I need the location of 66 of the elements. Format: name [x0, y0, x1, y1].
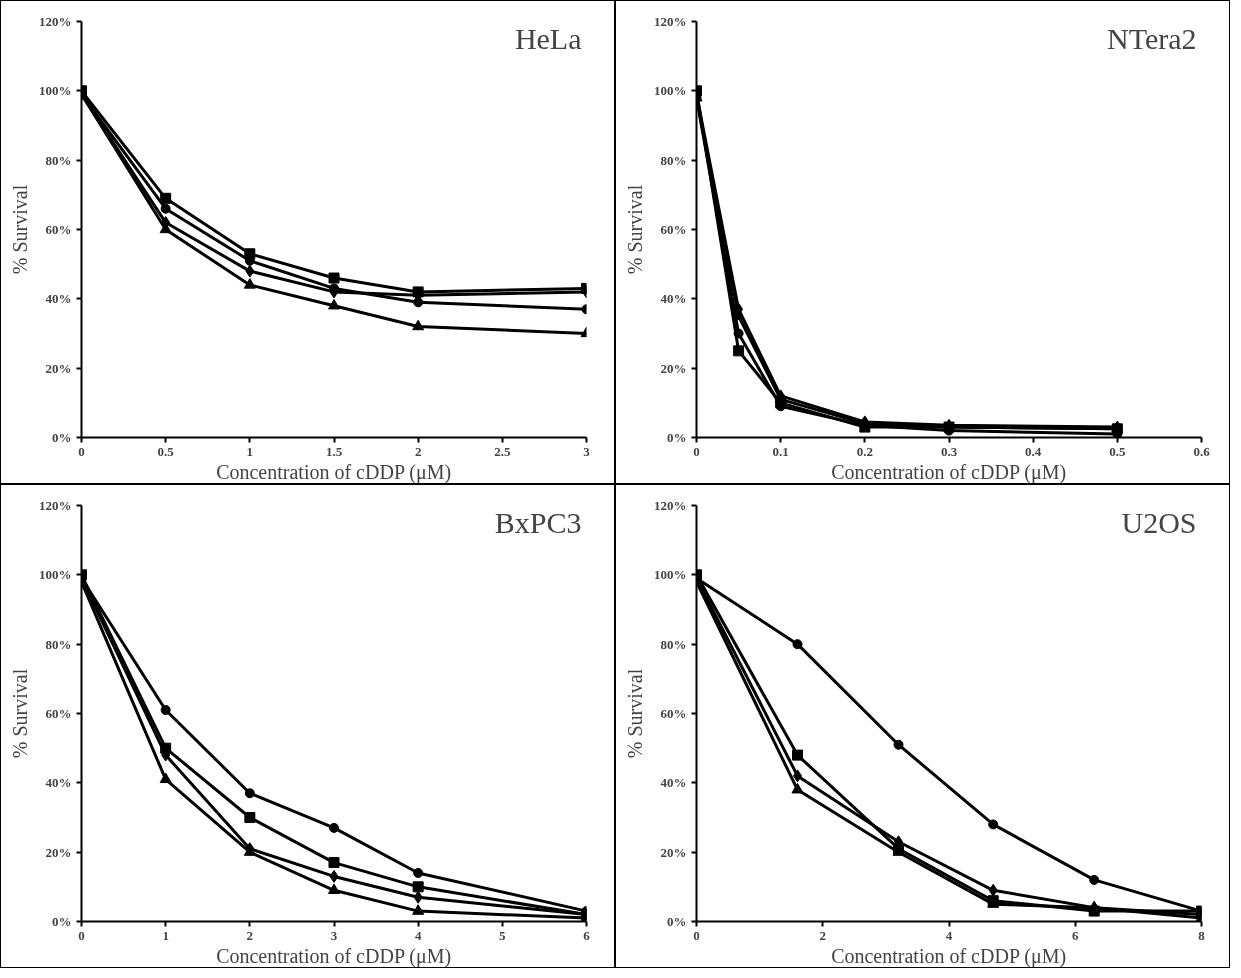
- x-tick-label: 0: [693, 927, 700, 943]
- x-tick-label: 6: [1072, 927, 1079, 943]
- y-tick-label: 100%: [39, 83, 72, 99]
- y-tick-label: 40%: [45, 775, 72, 791]
- y-tick-label: 60%: [45, 222, 72, 237]
- y-tick-label: 100%: [39, 567, 72, 583]
- y-tick-label: 100%: [654, 83, 687, 99]
- y-tick-label: 120%: [39, 14, 72, 29]
- y-tick-label: 40%: [45, 291, 72, 307]
- x-tick-label: 4: [945, 927, 953, 943]
- x-tick-label: 6: [583, 927, 591, 943]
- y-tick-label: 0%: [52, 914, 72, 929]
- y-tick-label: 0%: [667, 914, 687, 929]
- x-axis-title: Concentration of cDDP (μM): [831, 460, 1067, 484]
- y-tick-label: 0%: [52, 430, 72, 445]
- y-tick-label: 20%: [660, 844, 687, 860]
- y-tick-label: 20%: [45, 844, 72, 860]
- x-tick-label: 0.4: [1025, 443, 1042, 459]
- x-tick-label: 2: [414, 443, 422, 459]
- y-axis-title: % Survival: [9, 184, 31, 275]
- y-tick-label: 120%: [39, 498, 72, 513]
- x-tick-label: 1: [246, 443, 254, 459]
- y-tick-label: 20%: [45, 360, 72, 376]
- chart-title: NTera2: [1106, 21, 1197, 55]
- x-tick-label: 1.5: [325, 443, 343, 459]
- y-tick-label: 60%: [660, 706, 687, 721]
- x-tick-label: 0.5: [157, 443, 175, 459]
- x-axis-title: Concentration of cDDP (μM): [216, 944, 452, 968]
- y-tick-label: 80%: [45, 636, 72, 652]
- y-tick-label: 40%: [660, 291, 687, 307]
- x-tick-label: 0.3: [940, 443, 958, 459]
- y-tick-label: 80%: [660, 152, 687, 168]
- chart-title: BxPC3: [494, 505, 582, 539]
- y-axis-title: % Survival: [624, 668, 646, 759]
- x-tick-label: 0.1: [772, 443, 789, 459]
- x-tick-label: 3: [330, 927, 338, 943]
- y-tick-label: 80%: [45, 152, 72, 168]
- y-tick-label: 60%: [660, 222, 687, 237]
- y-tick-label: 0%: [667, 430, 687, 445]
- chart-title: U2OS: [1121, 505, 1197, 539]
- y-tick-label: 120%: [654, 498, 687, 513]
- x-tick-label: 0.6: [1193, 443, 1211, 459]
- y-axis-title: % Survival: [624, 184, 646, 275]
- y-axis-title: % Survival: [9, 668, 31, 759]
- x-tick-label: 2.5: [494, 443, 511, 459]
- x-tick-label: 0: [78, 927, 85, 943]
- y-tick-label: 40%: [660, 775, 687, 791]
- y-tick-label: 80%: [660, 636, 687, 652]
- x-tick-label: 2: [819, 927, 826, 943]
- chart-title: HeLa: [514, 21, 582, 55]
- x-tick-label: 4: [414, 927, 422, 943]
- x-tick-label: 0.5: [1109, 443, 1126, 459]
- x-axis-title: Concentration of cDDP (μM): [216, 460, 452, 484]
- x-tick-label: 3: [583, 443, 591, 459]
- x-tick-label: 5: [499, 927, 507, 943]
- y-tick-label: 20%: [660, 360, 687, 376]
- y-tick-label: 100%: [654, 567, 687, 583]
- x-tick-label: 2: [246, 927, 254, 943]
- x-tick-label: 1: [162, 927, 169, 943]
- y-tick-label: 60%: [45, 706, 72, 721]
- y-tick-label: 120%: [654, 14, 687, 29]
- x-tick-label: 0.2: [856, 443, 873, 459]
- x-tick-label: 0: [693, 443, 700, 459]
- x-tick-label: 8: [1198, 927, 1206, 943]
- x-tick-label: 0: [78, 443, 85, 459]
- x-axis-title: Concentration of cDDP (μM): [831, 944, 1067, 968]
